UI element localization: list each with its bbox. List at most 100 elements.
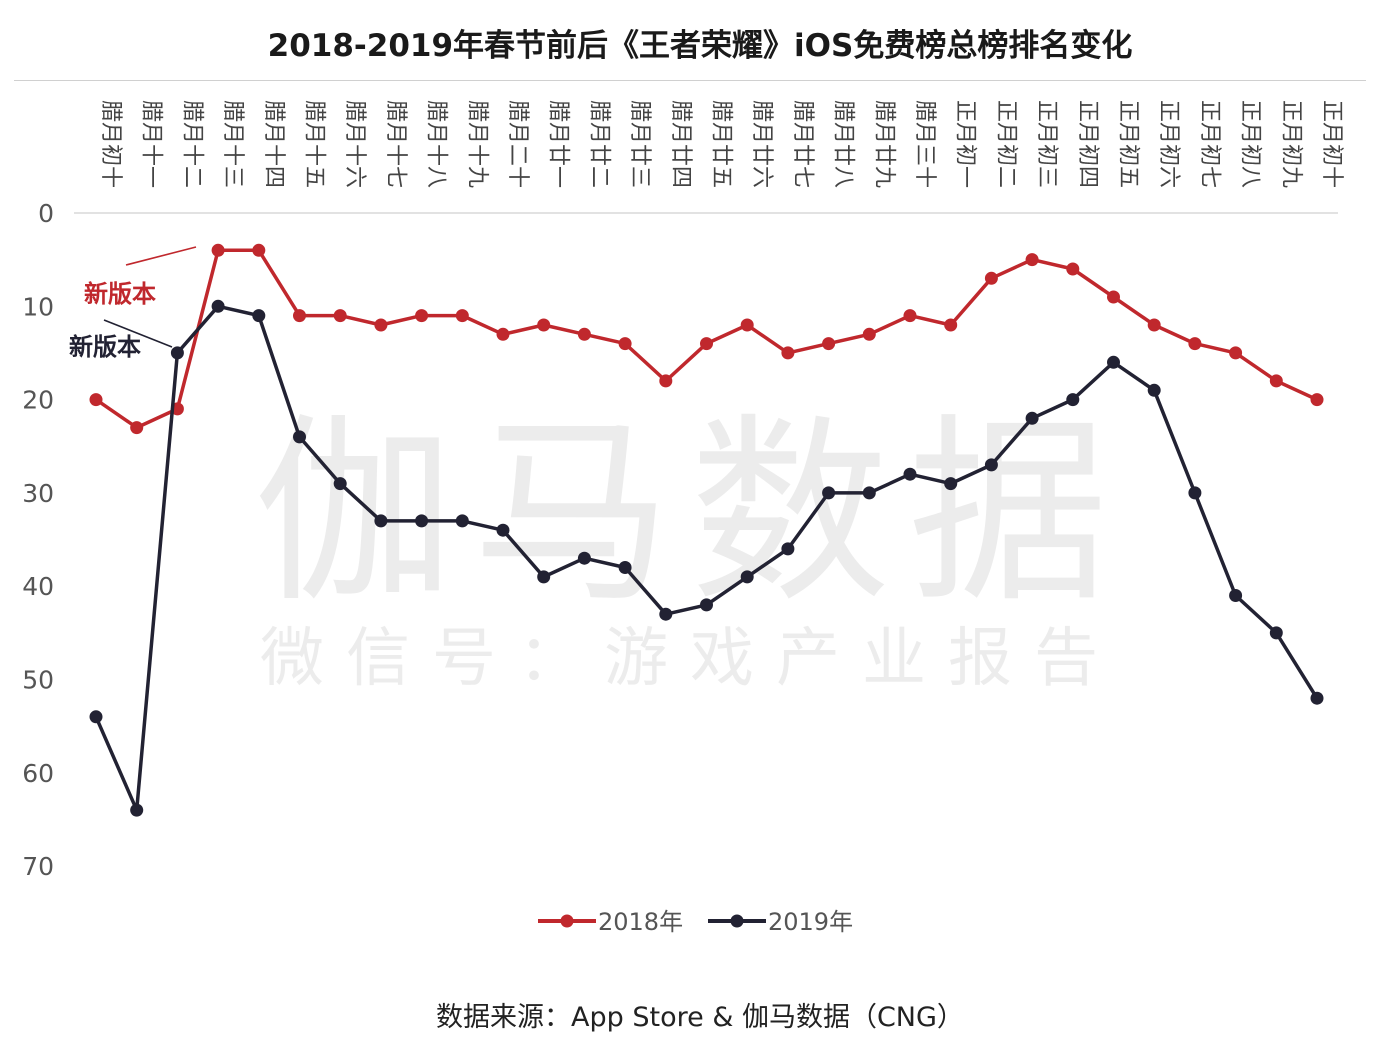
watermark: 伽马数据 微信号：游戏产业报告: [254, 397, 1126, 696]
x-tick-label: 腊月初十: [98, 100, 123, 188]
x-tick-label: 正月初三: [1034, 100, 1059, 188]
y-tick-label: 50: [22, 666, 54, 695]
data-point: [293, 430, 306, 444]
y-tick-label: 20: [22, 386, 54, 415]
data-point: [577, 551, 591, 565]
data-point: [700, 337, 713, 351]
x-axis-labels: 腊月初十 腊月十一 腊月十二 腊月十三 腊月十四 腊月十五 腊月十六 腊月十七 腊月十八 腊月十九…: [98, 100, 1344, 188]
data-point: [903, 309, 917, 323]
data-point: [1025, 411, 1039, 425]
x-tick-label: 腊月十九: [464, 100, 489, 188]
watermark-sub: 微信号：游戏产业报告: [260, 622, 1120, 696]
data-point: [1188, 486, 1202, 500]
data-point: [781, 346, 795, 360]
x-tick-label: 正月初二: [993, 100, 1018, 188]
data-point: [1310, 691, 1324, 705]
data-point: [130, 803, 144, 817]
data-point: [944, 477, 958, 491]
data-point: [984, 458, 998, 472]
data-point: [415, 309, 429, 323]
data-point: [252, 309, 266, 323]
chart-title: 2018-2019年春节前后《王者荣耀》iOS免费榜总榜排名变化: [267, 28, 1133, 64]
annotation-label: 新版本: [69, 333, 141, 361]
data-point: [822, 486, 836, 500]
x-tick-label: 腊月十五: [302, 100, 327, 188]
x-tick-label: 腊月廿二: [586, 100, 611, 188]
data-point: [862, 486, 876, 500]
x-tick-label: 腊月十二: [179, 100, 204, 188]
y-tick-label: 30: [22, 479, 54, 508]
y-axis-labels: 0 10 20 30 40 50 60 70: [22, 199, 54, 881]
data-point: [903, 467, 917, 481]
data-point: [252, 243, 266, 257]
data-point: [862, 327, 876, 341]
y-tick-label: 0: [38, 199, 54, 228]
data-point: [740, 318, 754, 332]
x-tick-label: 腊月廿五: [709, 100, 734, 188]
data-point: [781, 542, 795, 556]
x-tick-label: 腊月十六: [342, 100, 367, 188]
data-point: [1188, 337, 1202, 351]
data-point: [822, 337, 836, 351]
data-point: [740, 570, 754, 584]
annotation-label: 新版本: [84, 280, 156, 308]
data-point: [496, 327, 510, 341]
data-point: [1066, 393, 1080, 407]
y-tick-label: 10: [22, 292, 54, 321]
data-point: [1107, 355, 1120, 369]
data-point: [496, 523, 510, 537]
x-tick-label: 腊月十三: [220, 100, 245, 188]
x-tick-label: 腊月廿七: [790, 100, 815, 188]
x-tick-label: 正月初四: [1075, 100, 1100, 188]
data-point: [1147, 383, 1161, 397]
x-tick-label: 腊月廿八: [831, 100, 856, 188]
data-point: [89, 710, 103, 724]
data-point: [1269, 626, 1283, 640]
data-point: [170, 346, 184, 360]
data-point: [700, 598, 713, 612]
data-point: [577, 327, 591, 341]
source-note: 数据来源：App Store & 伽马数据（CNG）: [436, 1002, 964, 1033]
data-point: [415, 514, 429, 528]
data-point: [659, 374, 673, 388]
x-tick-label: 腊月十八: [424, 100, 449, 188]
y-tick-label: 40: [22, 572, 54, 601]
y-tick-label: 70: [22, 852, 54, 881]
data-point: [1269, 374, 1283, 388]
legend: 2018年 2019年: [538, 908, 853, 936]
data-point: [1147, 318, 1161, 332]
x-tick-label: 正月初七: [1197, 100, 1222, 188]
data-point: [1229, 589, 1243, 602]
x-tick-label: 正月初十: [1319, 100, 1344, 188]
y-tick-label: 60: [22, 759, 54, 788]
x-tick-label: 正月初九: [1278, 100, 1303, 188]
x-tick-label: 腊月十一: [139, 100, 164, 188]
series-layer: [89, 243, 1324, 817]
data-point: [333, 477, 347, 491]
legend-label: 2019年: [768, 908, 853, 936]
data-point: [618, 337, 632, 351]
data-point: [1310, 393, 1324, 407]
watermark-main: 伽马数据: [254, 397, 1126, 630]
data-point: [130, 421, 144, 435]
data-point: [537, 570, 551, 584]
x-tick-label: 正月初八: [1238, 100, 1263, 188]
annotation-leader-line: [125, 246, 197, 266]
x-tick-label: 腊月廿九: [871, 100, 896, 188]
data-point: [1229, 346, 1243, 360]
x-tick-label: 腊月十四: [261, 100, 286, 188]
x-tick-label: 正月初六: [1156, 100, 1181, 188]
legend-swatch-marker: [730, 914, 744, 928]
data-point: [374, 514, 388, 528]
data-point: [455, 309, 469, 323]
data-point: [333, 309, 347, 323]
annotation-leader-line: [103, 319, 173, 348]
legend-swatch-marker: [560, 914, 574, 928]
data-point: [211, 299, 225, 313]
data-point: [211, 243, 225, 257]
x-tick-label: 正月初五: [1116, 100, 1141, 188]
legend-label: 2018年: [598, 908, 683, 936]
title-divider: [14, 80, 1366, 81]
x-tick-label: 腊月十七: [383, 100, 408, 188]
